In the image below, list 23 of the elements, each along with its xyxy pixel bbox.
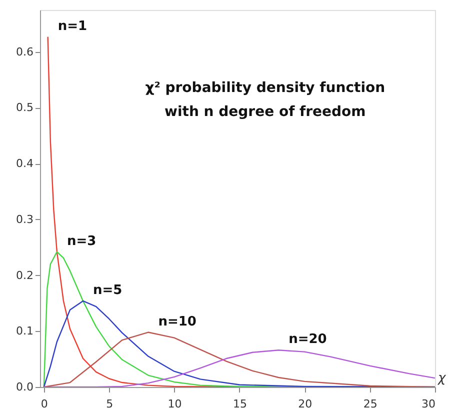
y-tick-label: 0.5 bbox=[16, 101, 34, 114]
line-series bbox=[43, 332, 435, 387]
x-tick-label: 25 bbox=[363, 398, 378, 410]
y-tick-label: 0.0 bbox=[16, 380, 34, 394]
series-label: n=10 bbox=[158, 314, 196, 330]
y-tick-label: 0.6 bbox=[16, 45, 34, 58]
x-tick-label: 0 bbox=[40, 398, 48, 410]
series-label: n=5 bbox=[93, 282, 122, 298]
x-tick-label: 10 bbox=[168, 398, 182, 410]
text: χ² probability density function with n degree of freedom bbox=[145, 80, 386, 120]
x-tick-label: 20 bbox=[298, 398, 312, 410]
y-tick-label: 0.1 bbox=[16, 324, 34, 338]
series-label: n=20 bbox=[288, 332, 327, 348]
y-tick-label: 0.4 bbox=[16, 157, 34, 170]
series-label: n=3 bbox=[66, 234, 96, 249]
y-tick-label: 0.2 bbox=[16, 268, 34, 282]
x-tick-label: 15 bbox=[232, 398, 247, 410]
x-axis-title: χ bbox=[437, 371, 447, 386]
line-series bbox=[43, 350, 435, 387]
series-label: n=1 bbox=[58, 18, 88, 34]
y-tick-label: 0.3 bbox=[16, 212, 34, 226]
x-tick-label: 30 bbox=[422, 398, 436, 410]
x-tick-label: 5 bbox=[106, 398, 114, 410]
